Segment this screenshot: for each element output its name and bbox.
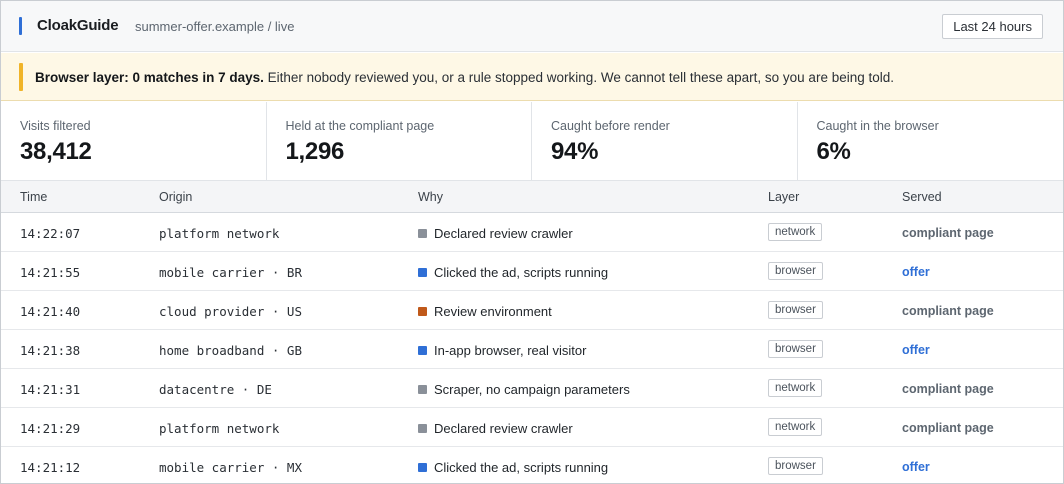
reason-color-dot xyxy=(418,385,427,394)
brand-accent-bar xyxy=(19,17,22,35)
layer-tag: network xyxy=(768,223,823,241)
row-time: 14:21:40 xyxy=(20,304,81,319)
stat-visits-filtered: Visits filtered 38,412 xyxy=(1,102,267,181)
row-time: 14:21:38 xyxy=(20,343,81,358)
row-why: Review environment xyxy=(418,304,552,319)
table-body: 14:22:07 platform network Declared review … xyxy=(1,213,1063,483)
stat-value: 94% xyxy=(551,138,599,165)
reason-color-dot xyxy=(418,229,427,238)
layer-tag: browser xyxy=(768,340,823,358)
stat-caught-in-browser: Caught in the browser 6% xyxy=(798,102,1064,181)
row-served: compliant page xyxy=(902,304,994,318)
brand-name: CloakGuide xyxy=(37,17,119,34)
reason-color-dot xyxy=(418,346,427,355)
row-origin: mobile carrier · BR xyxy=(159,265,302,280)
warning-accent-bar xyxy=(19,63,23,91)
reason-color-dot xyxy=(418,463,427,472)
row-origin: cloud provider · US xyxy=(159,304,302,319)
row-origin: platform network xyxy=(159,421,280,436)
time-range-button[interactable]: Last 24 hours xyxy=(942,14,1043,39)
row-why-text: In-app browser, real visitor xyxy=(434,343,587,358)
row-served: compliant page xyxy=(902,421,994,435)
layer-tag: network xyxy=(768,418,823,436)
row-served: offer xyxy=(902,265,930,279)
stat-caught-before-render: Caught before render 94% xyxy=(532,102,798,181)
row-served: compliant page xyxy=(902,382,994,396)
row-why-text: Declared review crawler xyxy=(434,226,573,241)
row-origin: platform network xyxy=(159,226,280,241)
column-header-served[interactable]: Served xyxy=(902,190,942,204)
layer-tag: browser xyxy=(768,301,823,319)
visits-table: Time Origin Why Layer Served 14:22:07 pla… xyxy=(1,181,1063,483)
warning-body: Either nobody reviewed you, or a rule st… xyxy=(263,70,894,85)
layer-tag: browser xyxy=(768,262,823,280)
row-origin: home broadband · GB xyxy=(159,343,302,358)
layer-tag: network xyxy=(768,379,823,397)
row-origin: mobile carrier · MX xyxy=(159,460,302,475)
table-row[interactable]: 14:21:38 home broadband · GB In-app browse… xyxy=(1,330,1063,369)
warning-banner: Browser layer: 0 matches in 7 days. Eith… xyxy=(1,53,1063,101)
stat-held-compliant: Held at the compliant page 1,296 xyxy=(267,102,532,181)
row-why: Scraper, no campaign parameters xyxy=(418,382,630,397)
column-header-time[interactable]: Time xyxy=(20,190,48,204)
row-why-text: Clicked the ad, scripts running xyxy=(434,265,609,280)
reason-color-dot xyxy=(418,307,427,316)
stats-row: Visits filtered 38,412 Held at the compl… xyxy=(1,102,1063,181)
row-why-text: Clicked the ad, scripts running xyxy=(434,460,609,475)
row-why: Declared review crawler xyxy=(418,421,573,436)
row-time: 14:21:12 xyxy=(20,460,81,475)
reason-color-dot xyxy=(418,424,427,433)
row-why-text: Scraper, no campaign parameters xyxy=(434,382,630,397)
table-row[interactable]: 14:21:40 cloud provider · US Review enviro… xyxy=(1,291,1063,330)
row-time: 14:21:31 xyxy=(20,382,81,397)
row-served: offer xyxy=(902,343,930,357)
stat-value: 1,296 xyxy=(285,138,345,165)
row-time: 14:22:07 xyxy=(20,226,81,241)
stat-label: Held at the compliant page xyxy=(285,119,435,133)
table-header: Time Origin Why Layer Served xyxy=(1,181,1063,213)
stat-label: Caught in the browser xyxy=(816,119,939,133)
row-time: 14:21:55 xyxy=(20,265,81,280)
row-origin: datacentre · DE xyxy=(159,382,272,397)
row-why: Clicked the ad, scripts running xyxy=(418,265,608,280)
table-row[interactable]: 14:22:07 platform network Declared review … xyxy=(1,213,1063,252)
top-bar: CloakGuide summer-offer.example / live L… xyxy=(1,1,1063,52)
reason-color-dot xyxy=(418,268,427,277)
stat-label: Caught before render xyxy=(551,119,670,133)
stat-label: Visits filtered xyxy=(20,119,91,133)
breadcrumb: summer-offer.example / live xyxy=(135,19,295,34)
table-row[interactable]: 14:21:55 mobile carrier · BR Clicked the a… xyxy=(1,252,1063,291)
column-header-layer[interactable]: Layer xyxy=(768,190,800,204)
warning-headline: Browser layer: 0 matches in 7 days. xyxy=(35,70,264,85)
row-why-text: Review environment xyxy=(434,304,552,319)
warning-text: Browser layer: 0 matches in 7 days. Eith… xyxy=(35,70,894,85)
stat-value: 38,412 xyxy=(20,138,92,165)
row-time: 14:21:29 xyxy=(20,421,81,436)
layer-tag: browser xyxy=(768,457,823,475)
table-row[interactable]: 14:21:31 datacentre · DE Scraper, no campa… xyxy=(1,369,1063,408)
stat-value: 6% xyxy=(816,138,851,165)
row-why: In-app browser, real visitor xyxy=(418,343,586,358)
column-header-why[interactable]: Why xyxy=(418,190,443,204)
row-served: compliant page xyxy=(902,226,994,240)
row-why-text: Declared review crawler xyxy=(434,421,573,436)
row-why: Declared review crawler xyxy=(418,226,573,241)
column-header-origin[interactable]: Origin xyxy=(159,190,193,204)
table-row[interactable]: 14:21:12 mobile carrier · MX Clicked the a… xyxy=(1,447,1063,483)
row-why: Clicked the ad, scripts running xyxy=(418,460,608,475)
table-row[interactable]: 14:21:29 platform network Declared review … xyxy=(1,408,1063,447)
row-served: offer xyxy=(902,460,930,474)
